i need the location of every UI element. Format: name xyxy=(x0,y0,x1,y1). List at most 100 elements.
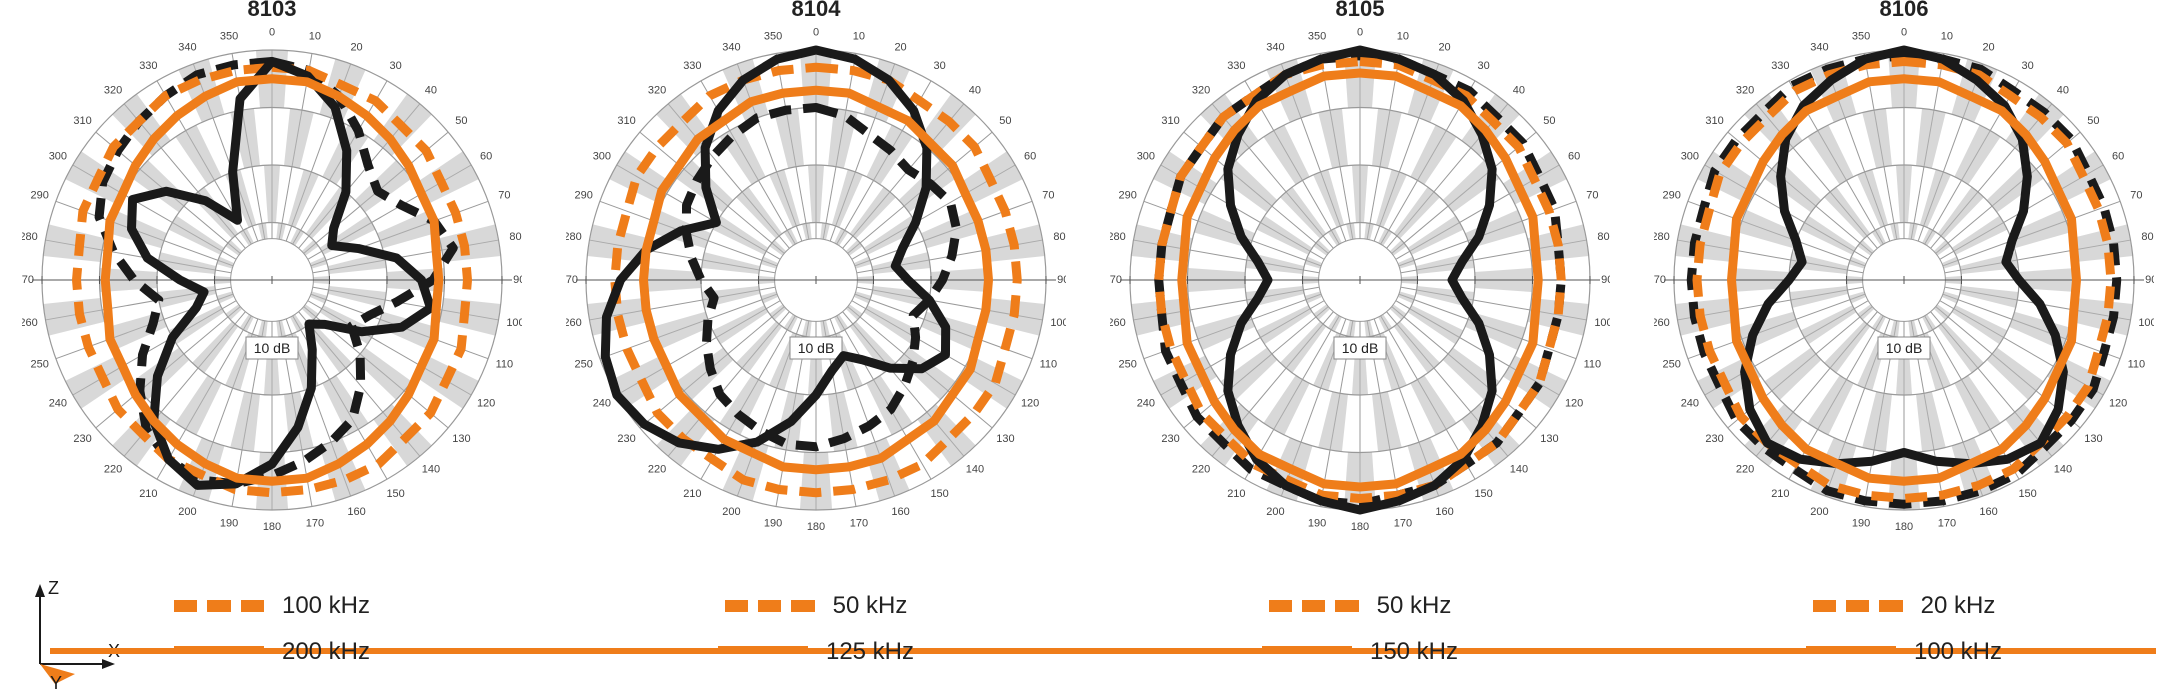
svg-text:20: 20 xyxy=(1438,42,1450,54)
svg-text:30: 30 xyxy=(390,60,402,72)
svg-text:160: 160 xyxy=(1979,506,1997,518)
svg-text:260: 260 xyxy=(22,317,38,329)
svg-text:290: 290 xyxy=(1118,189,1136,201)
svg-text:60: 60 xyxy=(1024,150,1036,162)
polar-chart-3: 8106010203040506070809010011012013014015… xyxy=(1654,0,2154,560)
svg-text:140: 140 xyxy=(1510,463,1528,475)
svg-text:150: 150 xyxy=(386,488,404,500)
legend-label: 100 kHz xyxy=(1914,638,2002,666)
svg-text:210: 210 xyxy=(683,488,701,500)
svg-text:290: 290 xyxy=(574,189,592,201)
svg-text:300: 300 xyxy=(1681,150,1699,162)
polar-chart-2: 8105010203040506070809010011012013014015… xyxy=(1110,0,1610,560)
legend-label: 50 kHz xyxy=(1377,592,1452,620)
svg-text:340: 340 xyxy=(178,42,196,54)
svg-text:130: 130 xyxy=(2084,433,2102,445)
svg-text:190: 190 xyxy=(764,517,782,529)
svg-text:320: 320 xyxy=(104,85,122,97)
svg-text:200: 200 xyxy=(1810,506,1828,518)
legend-row: Z X Y 100 kHz200 kHz50 kHz125 kHz50 kHz1… xyxy=(0,559,2176,689)
legend-entry: 50 kHz xyxy=(725,592,908,620)
svg-text:300: 300 xyxy=(49,150,67,162)
svg-text:320: 320 xyxy=(1736,85,1754,97)
solid-swatch-icon xyxy=(1806,646,1896,658)
solid-swatch-icon xyxy=(718,646,808,658)
svg-text:280: 280 xyxy=(1110,231,1126,243)
svg-text:190: 190 xyxy=(220,517,238,529)
svg-text:350: 350 xyxy=(1852,30,1870,42)
svg-text:180: 180 xyxy=(263,521,281,533)
svg-text:40: 40 xyxy=(1513,85,1525,97)
legend-label: 125 kHz xyxy=(826,638,914,666)
legend-pair-1: 50 kHz 125 kHz xyxy=(566,569,1066,689)
svg-text:140: 140 xyxy=(2054,463,2072,475)
svg-text:130: 130 xyxy=(996,433,1014,445)
svg-text:230: 230 xyxy=(1705,433,1723,445)
svg-text:300: 300 xyxy=(1137,150,1155,162)
legend-entry: 100 kHz xyxy=(174,592,370,620)
svg-text:310: 310 xyxy=(617,115,635,127)
svg-text:210: 210 xyxy=(1771,488,1789,500)
svg-text:350: 350 xyxy=(220,30,238,42)
svg-text:310: 310 xyxy=(73,115,91,127)
dashed-swatch-icon xyxy=(174,600,264,612)
svg-text:240: 240 xyxy=(593,398,611,410)
svg-text:340: 340 xyxy=(1266,42,1284,54)
solid-swatch-icon xyxy=(1262,646,1352,658)
svg-text:240: 240 xyxy=(49,398,67,410)
svg-text:310: 310 xyxy=(1705,115,1723,127)
svg-text:280: 280 xyxy=(566,231,582,243)
svg-text:110: 110 xyxy=(496,358,514,370)
svg-text:230: 230 xyxy=(617,433,635,445)
db-step-label: 10 dB xyxy=(1886,340,1923,356)
svg-text:320: 320 xyxy=(648,85,666,97)
svg-text:50: 50 xyxy=(999,115,1011,127)
db-step-label: 10 dB xyxy=(1342,340,1379,356)
dashed-swatch-icon xyxy=(725,600,815,612)
svg-text:110: 110 xyxy=(1584,358,1602,370)
svg-text:180: 180 xyxy=(1895,521,1913,533)
svg-text:90: 90 xyxy=(2145,274,2154,286)
svg-text:140: 140 xyxy=(966,463,984,475)
svg-text:30: 30 xyxy=(2022,60,2034,72)
svg-text:10: 10 xyxy=(309,30,321,42)
legend-label: 50 kHz xyxy=(833,592,908,620)
svg-text:290: 290 xyxy=(30,189,48,201)
svg-text:150: 150 xyxy=(1474,488,1492,500)
svg-text:250: 250 xyxy=(1662,358,1680,370)
svg-text:190: 190 xyxy=(1308,517,1326,529)
svg-text:120: 120 xyxy=(1565,398,1583,410)
svg-text:50: 50 xyxy=(2087,115,2099,127)
svg-text:40: 40 xyxy=(2057,85,2069,97)
svg-text:180: 180 xyxy=(807,521,825,533)
svg-text:250: 250 xyxy=(1118,358,1136,370)
svg-text:230: 230 xyxy=(1161,433,1179,445)
svg-text:250: 250 xyxy=(574,358,592,370)
svg-text:120: 120 xyxy=(2109,398,2127,410)
svg-text:0: 0 xyxy=(269,27,275,39)
svg-text:330: 330 xyxy=(1771,60,1789,72)
legend-pair-3: 20 kHz100 kHz xyxy=(1654,569,2154,689)
svg-text:180: 180 xyxy=(1351,521,1369,533)
polar-chart-1: 8104010203040506070809010011012013014015… xyxy=(566,0,1066,560)
polar-chart-0: 8103010203040506070809010011012013014015… xyxy=(22,0,522,560)
svg-text:160: 160 xyxy=(1435,506,1453,518)
svg-text:120: 120 xyxy=(1021,398,1039,410)
svg-text:80: 80 xyxy=(1597,231,1609,243)
svg-text:170: 170 xyxy=(1938,517,1956,529)
db-step-label: 10 dB xyxy=(254,340,291,356)
dashed-swatch-icon xyxy=(1269,600,1359,612)
svg-text:280: 280 xyxy=(22,231,38,243)
db-step-label: 10 dB xyxy=(798,340,835,356)
legend-entry: 125 kHz xyxy=(718,638,914,666)
svg-text:50: 50 xyxy=(455,115,467,127)
svg-text:20: 20 xyxy=(894,42,906,54)
svg-text:170: 170 xyxy=(1394,517,1412,529)
svg-text:160: 160 xyxy=(347,506,365,518)
svg-text:330: 330 xyxy=(1227,60,1245,72)
svg-text:150: 150 xyxy=(930,488,948,500)
svg-text:110: 110 xyxy=(1040,358,1058,370)
svg-text:330: 330 xyxy=(139,60,157,72)
svg-text:0: 0 xyxy=(1901,27,1907,39)
legend-label: 200 kHz xyxy=(282,638,370,666)
